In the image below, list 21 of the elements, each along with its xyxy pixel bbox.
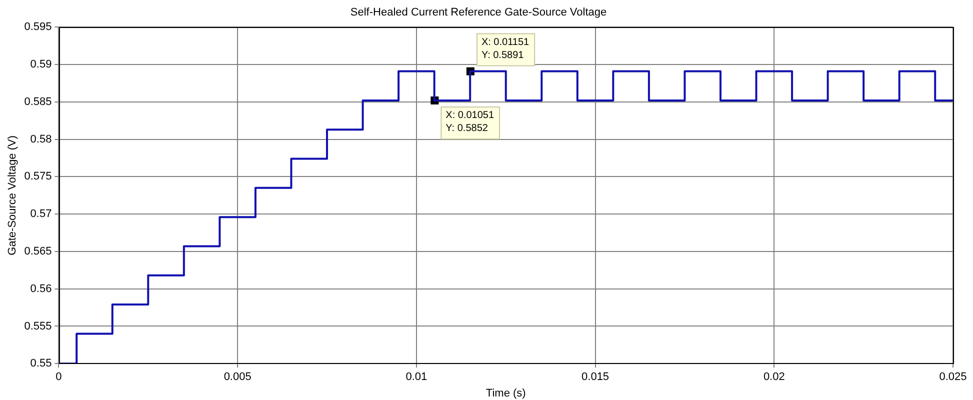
chart-title: Self-Healed Current Reference Gate-Source Voltage xyxy=(350,6,607,19)
x-tick-label: 0.025 xyxy=(939,371,967,384)
x-tick-label: 0.01 xyxy=(406,371,428,384)
y-axis-title: Gate-Source Voltage (V) xyxy=(6,135,19,256)
y-tick-label: 0.555 xyxy=(24,320,52,332)
y-tick-label: 0.56 xyxy=(30,282,52,295)
x-axis-title: Time (s) xyxy=(486,387,526,400)
y-tick-label: 0.595 xyxy=(24,21,52,34)
y-tick-label: 0.565 xyxy=(24,246,52,258)
y-tick-label: 0.575 xyxy=(24,170,52,183)
y-tick-label: 0.57 xyxy=(30,208,52,220)
y-tick-label: 0.55 xyxy=(30,358,52,370)
x-tick-label: 0.015 xyxy=(582,371,610,384)
y-tick-label: 0.585 xyxy=(24,96,52,108)
x-tick-label: 0.005 xyxy=(224,371,252,384)
x-tick-label: 0 xyxy=(56,371,62,384)
x-tick-label: 0.02 xyxy=(763,371,785,384)
annotation: X: 0.01051 Y: 0.5852 xyxy=(446,110,494,134)
annotation: X: 0.01151 Y: 0.5891 xyxy=(481,37,530,62)
y-tick-label: 0.59 xyxy=(30,58,52,71)
y-tick-label: 0.58 xyxy=(30,133,52,146)
